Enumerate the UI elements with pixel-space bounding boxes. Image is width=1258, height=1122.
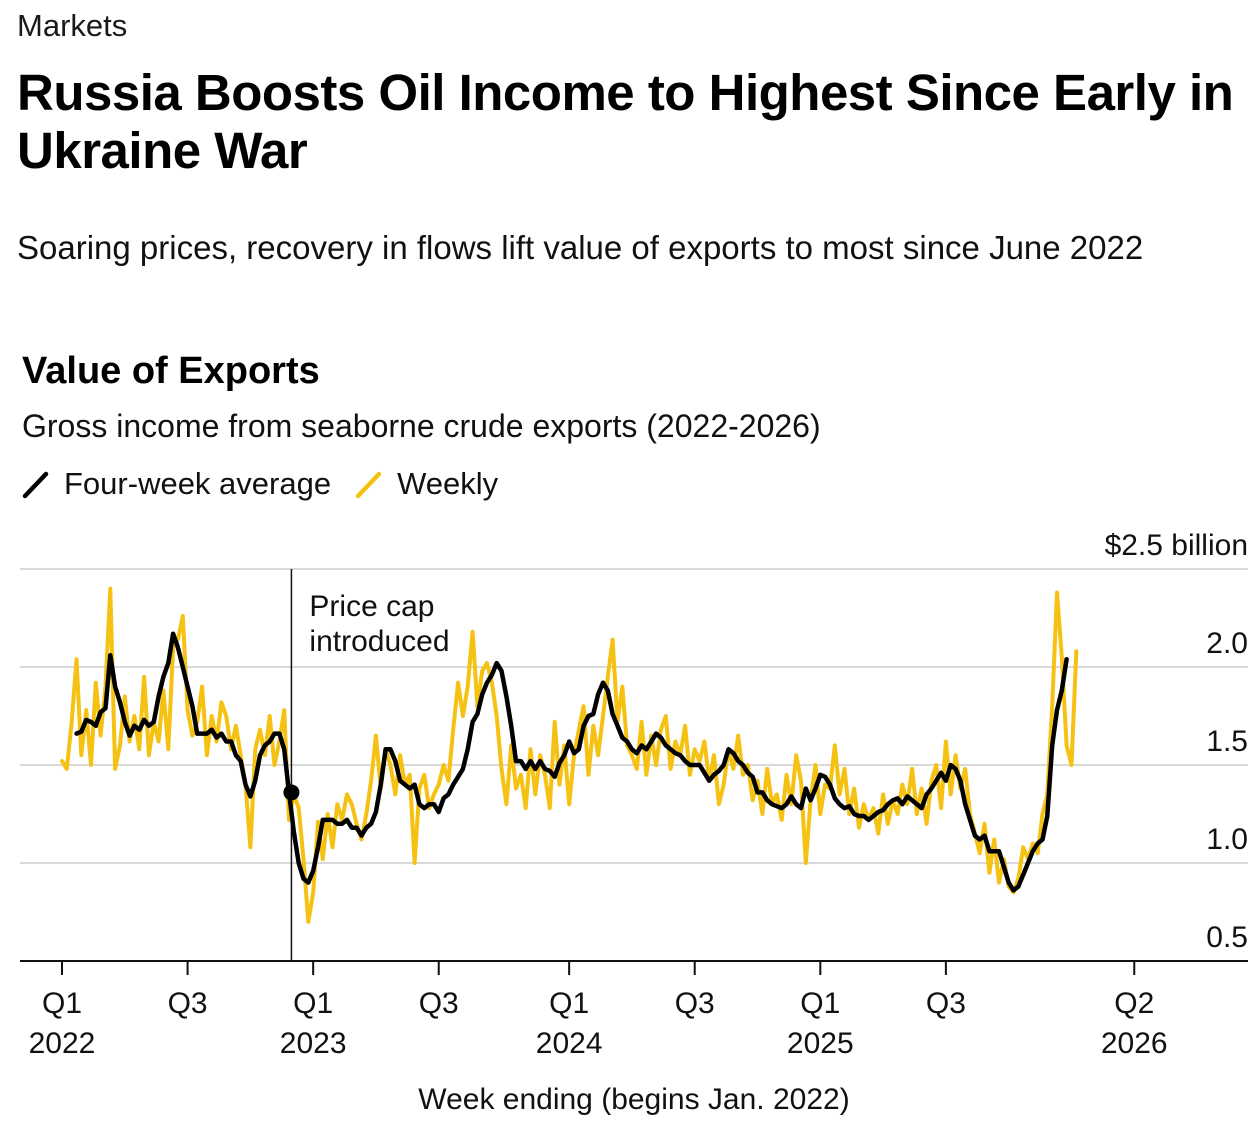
y-tick-label: 0.5 — [1206, 921, 1248, 954]
series-lines — [60, 586, 1079, 924]
legend: Four-week average Weekly — [22, 466, 522, 502]
x-tick-label-year: 2025 — [787, 1027, 854, 1060]
legend-label: Weekly — [397, 466, 499, 501]
legend-item-weekly: Weekly — [355, 466, 498, 502]
x-tick-label-quarter: Q3 — [168, 987, 208, 1020]
section-label[interactable]: Markets — [17, 8, 128, 43]
x-tick-label-year: 2024 — [536, 1027, 603, 1060]
x-tick-label-quarter: Q1 — [293, 987, 333, 1020]
y-tick-label: 1.0 — [1206, 823, 1248, 856]
x-tick-label-year: 2023 — [280, 1027, 347, 1060]
black-line-swatch-icon — [22, 471, 49, 499]
yellow-line-swatch-icon — [355, 471, 382, 499]
annotation-text: Price cap — [309, 590, 434, 623]
headline: Russia Boosts Oil Income to Highest Sinc… — [17, 64, 1234, 179]
chart-title: Value of Exports — [22, 350, 320, 392]
y-axis-labels: 0.5 1.0 1.5 2.0 $2.5 billion — [1105, 529, 1248, 954]
x-tick-label-year: 2026 — [1101, 1027, 1168, 1060]
average-series-line — [74, 631, 1069, 893]
x-tick-label-quarter: Q3 — [675, 987, 715, 1020]
x-tick-label-quarter: Q1 — [800, 987, 840, 1020]
x-tick-label-quarter: Q3 — [926, 987, 966, 1020]
subheadline: Soaring prices, recovery in flows lift v… — [17, 229, 1144, 266]
y-tick-label: 1.5 — [1206, 725, 1248, 758]
x-axis: Q1 2022 Q3 Q1 2023 Q3 Q1 2024 Q3 Q1 2025 Q3 Q2 2026 — [29, 961, 1168, 1060]
x-tick-label-quarter: Q1 — [549, 987, 589, 1020]
x-tick-label-year: 2022 — [29, 1027, 96, 1060]
weekly-series-line — [60, 586, 1079, 924]
legend-label: Four-week average — [64, 466, 332, 501]
y-tick-label: 2.0 — [1206, 627, 1248, 660]
x-tick-label-quarter: Q3 — [419, 987, 459, 1020]
line-chart: 0.5 1.0 1.5 2.0 $2.5 billion Price capintrod… — [20, 529, 1248, 1116]
x-tick-label-quarter: Q1 — [42, 987, 82, 1020]
y-tick-label: $2.5 billion — [1105, 529, 1248, 562]
x-axis-title: Week ending (begins Jan. 2022) — [418, 1083, 849, 1116]
price-cap-point-marker — [283, 784, 300, 801]
annotation-text: introduced — [309, 625, 449, 658]
x-tick-label-quarter: Q2 — [1114, 987, 1154, 1020]
legend-item-four-week-average: Four-week average — [22, 466, 331, 502]
chart-subtitle: Gross income from seaborne crude exports… — [22, 408, 821, 444]
